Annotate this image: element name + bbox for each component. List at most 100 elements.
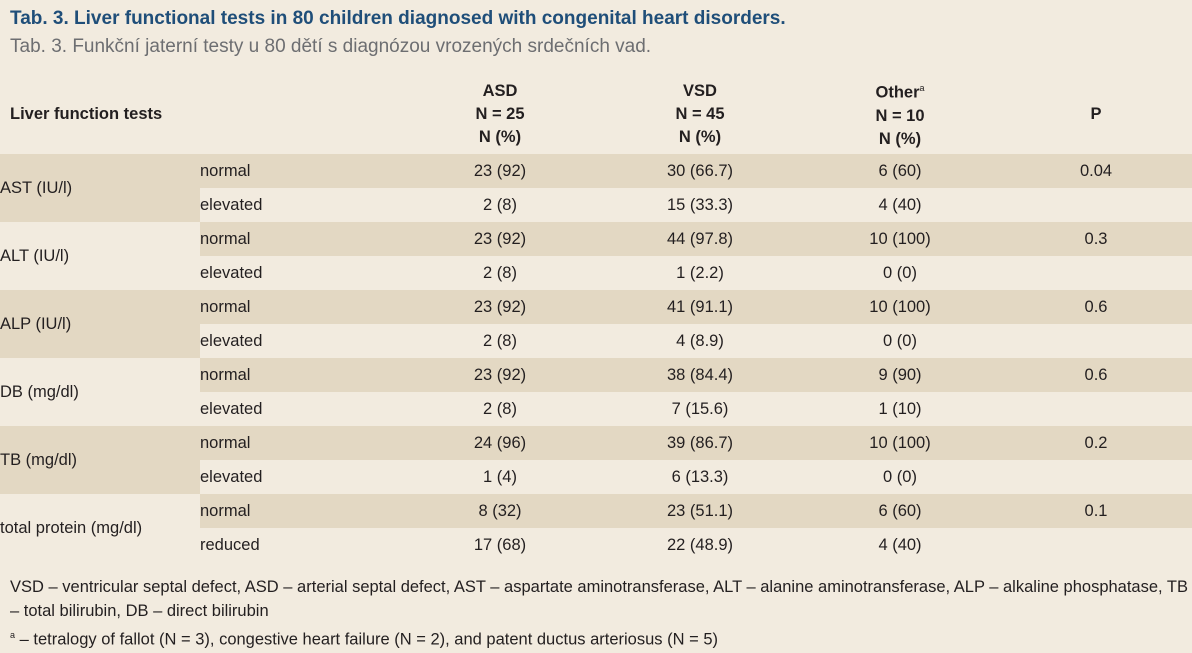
level-cell: elevated (200, 195, 263, 214)
asd-cell: 2 (8) (483, 399, 517, 418)
header-spacer (200, 68, 400, 154)
abbreviations-note: VSD – ventricular septal defect, ASD – a… (10, 578, 1188, 620)
p-value-cell (1000, 528, 1192, 562)
p-value-cell: 0.3 (1000, 222, 1192, 256)
other-cell: 6 (60) (800, 154, 1000, 188)
p-value-cell (1000, 392, 1192, 426)
level-cell: reduced (200, 535, 260, 554)
other-cell: 4 (40) (878, 535, 922, 554)
header-asd-name: ASD (482, 81, 518, 100)
test-name-cell: ALT (IU/l) (0, 246, 70, 265)
vsd-cell: 23 (51.1) (600, 494, 800, 528)
table-row: total protein (mg/dl) normal 8 (32) 23 (… (0, 494, 1192, 537)
p-value-cell (1000, 256, 1192, 290)
table-row: elevated 2 (8) 4 (8.9) 0 (0) (0, 324, 1192, 358)
level-cell: normal (200, 494, 400, 528)
table-row: elevated 2 (8) 7 (15.6) 1 (10) (0, 392, 1192, 426)
asd-cell: 23 (92) (400, 358, 600, 392)
table-row: AST (IU/l) normal 23 (92) 30 (66.7) 6 (6… (0, 154, 1192, 222)
level-cell: elevated (200, 331, 263, 350)
level-cell: elevated (200, 467, 263, 486)
other-group-note: a – tetralogy of fallot (N = 3), congest… (10, 623, 1188, 652)
header-asd: ASD N = 25 N (%) (400, 68, 600, 154)
asd-cell: 8 (32) (400, 494, 600, 528)
vsd-cell: 39 (86.7) (600, 426, 800, 460)
other-cell: 4 (40) (878, 195, 922, 214)
table-row: reduced 17 (68) 22 (48.9) 4 (40) (0, 528, 1192, 562)
vsd-cell: 6 (13.3) (671, 467, 729, 486)
table-title: Tab. 3. Liver functional tests in 80 chi… (10, 8, 786, 29)
p-value-cell: 0.04 (1000, 154, 1192, 188)
asd-cell: 17 (68) (473, 535, 527, 554)
header-asd-unit: N (%) (478, 127, 522, 146)
level-cell: normal (200, 290, 400, 324)
header-other: Othera N = 10 N (%) (800, 68, 1000, 154)
p-value-cell (1000, 188, 1192, 222)
header-liver-function-tests: Liver function tests (10, 104, 163, 123)
header-asd-n: N = 25 (475, 104, 525, 123)
header-vsd-n: N = 45 (675, 104, 725, 123)
other-cell: 10 (100) (800, 290, 1000, 324)
vsd-cell: 30 (66.7) (600, 154, 800, 188)
other-cell: 0 (0) (883, 467, 917, 486)
header-other-name: Other (875, 83, 920, 102)
vsd-cell: 4 (8.9) (676, 331, 724, 350)
vsd-cell: 22 (48.9) (666, 535, 734, 554)
asd-cell: 2 (8) (483, 195, 517, 214)
table-title-czech: Tab. 3. Funkční jaterní testy u 80 dětí … (10, 36, 652, 57)
table-row: DB (mg/dl) normal 23 (92) 38 (84.4) 9 (9… (0, 358, 1192, 401)
asd-cell: 2 (8) (483, 263, 517, 282)
table-row: TB (mg/dl) normal 24 (96) 39 (86.7) 10 (… (0, 426, 1192, 494)
asd-cell: 1 (4) (483, 467, 517, 486)
footnote-sup: a (10, 630, 16, 640)
test-name-cell: TB (mg/dl) (0, 426, 200, 494)
vsd-cell: 7 (15.6) (671, 399, 729, 418)
vsd-cell: 41 (91.1) (600, 290, 800, 324)
p-value-cell: 0.6 (1000, 290, 1192, 324)
level-cell: normal (200, 154, 400, 188)
test-name-cell: ALP (IU/l) (0, 290, 200, 358)
other-cell: 10 (100) (800, 222, 1000, 256)
other-cell: 10 (100) (800, 426, 1000, 460)
p-value-cell (1000, 460, 1192, 494)
asd-cell: 23 (92) (400, 154, 600, 188)
liver-function-table: Liver function tests ASD N = 25 N (%) VS… (0, 68, 1192, 562)
vsd-cell: 38 (84.4) (600, 358, 800, 392)
table-row: elevated 1 (4) 6 (13.3) 0 (0) (0, 460, 1192, 494)
level-cell: normal (200, 358, 400, 392)
table-row: elevated 2 (8) 15 (33.3) 4 (40) (0, 188, 1192, 222)
asd-cell: 24 (96) (400, 426, 600, 460)
header-other-n: N = 10 (875, 106, 925, 125)
other-cell: 1 (10) (878, 399, 922, 418)
p-value-cell: 0.1 (1000, 494, 1192, 528)
p-value-cell: 0.6 (1000, 358, 1192, 392)
test-name-cell: AST (IU/l) (0, 154, 200, 222)
level-cell: elevated (200, 263, 263, 282)
other-cell: 0 (0) (883, 331, 917, 350)
other-cell: 9 (90) (800, 358, 1000, 392)
table-row: elevated 2 (8) 1 (2.2) 0 (0) (0, 256, 1192, 290)
asd-cell: 23 (92) (400, 290, 600, 324)
p-value-cell (1000, 324, 1192, 358)
header-other-sup: a (919, 83, 925, 94)
other-cell: 6 (60) (800, 494, 1000, 528)
header-vsd-unit: N (%) (678, 127, 722, 146)
level-cell: normal (200, 426, 400, 460)
level-cell: normal (200, 222, 400, 256)
asd-cell: 2 (8) (483, 331, 517, 350)
level-cell: elevated (200, 399, 263, 418)
table-row: ALP (IU/l) normal 23 (92) 41 (91.1) 10 (… (0, 290, 1192, 358)
table-footnote: VSD – ventricular septal defect, ASD – a… (10, 575, 1188, 652)
header-row: Liver function tests ASD N = 25 N (%) VS… (0, 68, 1192, 154)
asd-cell: 23 (92) (400, 222, 600, 256)
vsd-cell: 15 (33.3) (666, 195, 734, 214)
header-other-unit: N (%) (878, 129, 922, 148)
p-value-cell: 0.2 (1000, 426, 1192, 460)
table-row: ALT (IU/l) normal 23 (92) 44 (97.8) 10 (… (0, 222, 1192, 265)
header-p: P (1090, 104, 1102, 123)
vsd-cell: 1 (2.2) (676, 263, 724, 282)
vsd-cell: 44 (97.8) (600, 222, 800, 256)
test-name-cell: total protein (mg/dl) (0, 518, 143, 537)
header-vsd: VSD N = 45 N (%) (600, 68, 800, 154)
other-group-note-text: – tetralogy of fallot (N = 3), congestiv… (15, 630, 718, 649)
